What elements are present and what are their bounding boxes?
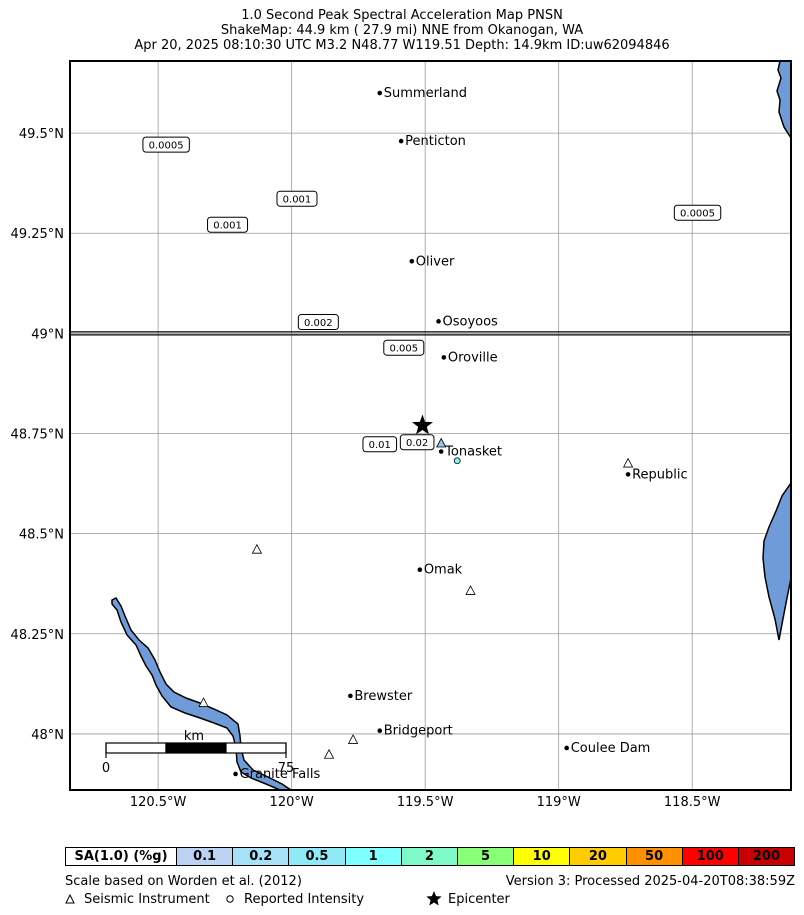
contour-label-box [276, 190, 318, 207]
seismic-station-icon [323, 748, 335, 759]
lon-tick-label: 120.5°W [130, 795, 187, 810]
city-label: Osoyoos [443, 314, 499, 329]
shakemap-map: 49.5°N 49.25°N 49°N 48.75°N 48.5°N 48.25°N 48°… [11, 60, 792, 810]
scale-bar-unit: km [184, 729, 204, 744]
lake-right [762, 480, 792, 641]
seismic-station-icon [251, 543, 263, 554]
scale-reference: Scale based on Worden et al. (2012) [65, 874, 302, 889]
legend-bin: 10 [513, 848, 570, 865]
seismic-station-icon [436, 437, 447, 448]
map-title: 1.0 Second Peak Spectral Acceleration Ma… [241, 8, 563, 23]
legend-label: SA(1.0) (%g) [66, 848, 176, 865]
city-dot [564, 745, 569, 751]
scale-bar-start: 0 [102, 761, 110, 776]
lon-tick-label: 118.5°W [664, 795, 721, 810]
city-dot [233, 771, 238, 777]
event-info: Apr 20, 2025 08:10:30 UTC M3.2 N48.77 W1… [134, 38, 670, 53]
legend-keys: Seismic Instrument Reported Intensity Ep… [65, 891, 511, 907]
contour-label-box [362, 436, 398, 453]
lat-tick-label: 48.5°N [19, 528, 64, 543]
reported-intensity-icon [226, 895, 234, 903]
contour-label: 0.001 [283, 195, 312, 206]
city-dot [417, 567, 423, 572]
city-dot [348, 693, 353, 699]
city-dot [438, 449, 444, 454]
contour-label-box [142, 136, 190, 153]
lat-tick-label: 49°N [31, 327, 64, 342]
city-label: Brewster [354, 689, 412, 704]
city-label: Oliver [416, 254, 455, 269]
city-dot [377, 90, 383, 96]
lake-top-right [776, 60, 792, 141]
map-frame [69, 60, 792, 791]
city-dot [398, 138, 404, 144]
city-dot [377, 728, 383, 734]
scale-bar: km 0 75 [102, 729, 294, 776]
city-label: Penticton [405, 134, 466, 149]
scale-bar-end: 75 [278, 761, 295, 776]
legend-bin: 100 [681, 848, 738, 865]
city-label: Coulee Dam [571, 741, 651, 756]
river-left [111, 597, 294, 791]
version-info: Version 3: Processed 2025-04-20T08:38:59… [505, 874, 795, 889]
legend-bin: 200 [737, 848, 795, 865]
contour-label-box [673, 204, 722, 221]
contour-label: 0.01 [369, 440, 391, 451]
legend-bin: 5 [456, 848, 514, 865]
legend-bin: 0.2 [232, 848, 289, 865]
key-intensity: Reported Intensity [244, 892, 364, 907]
contour-label-box [207, 216, 249, 233]
reported-intensity-point [453, 457, 461, 465]
contour-label: 0.002 [304, 318, 333, 329]
contour-label: 0.0005 [149, 141, 184, 152]
epicenter-star-icon [426, 891, 442, 906]
lat-tick-label: 49.5°N [19, 127, 64, 142]
seismic-station-icon [465, 585, 476, 595]
city-label: Omak [424, 563, 463, 578]
legend-bin: 2 [400, 848, 457, 865]
contour-label: 0.001 [213, 221, 242, 232]
water-bodies [111, 60, 792, 791]
legend-bin: 20 [569, 848, 626, 865]
lon-tick-label: 120°W [270, 795, 314, 810]
city-dot [441, 355, 447, 360]
city-label: Granite Falls [240, 767, 321, 782]
epicenter-star [412, 414, 433, 435]
contour-label-box [297, 314, 339, 331]
legend-bin: 0.1 [176, 848, 233, 865]
legend-bin: 0.5 [288, 848, 345, 865]
scale-bar-seg-3 [225, 742, 287, 754]
lon-tick-label: 119.5°W [397, 795, 454, 810]
city-dot [409, 258, 415, 264]
legend-bin: 50 [625, 848, 682, 865]
seismic-instrument-icon [65, 893, 75, 904]
city-label: Bridgeport [384, 724, 453, 739]
lon-tick-label: 119°W [537, 795, 581, 810]
city-label: Summerland [384, 86, 467, 101]
city-dot [436, 319, 441, 324]
city-label: Oroville [448, 350, 498, 365]
contour-label-box [383, 339, 425, 356]
scale-bar-seg-2 [165, 742, 227, 754]
lat-tick-label: 49.25°N [11, 227, 64, 242]
seismic-station-icon [347, 734, 359, 744]
contour-label: 0.0005 [680, 209, 715, 220]
key-station: Seismic Instrument [84, 892, 210, 907]
contour-label: 0.005 [389, 344, 418, 355]
intensity-legend: SA(1.0) (%g) 0.1 0.2 0.5 1 2 5 10 20 50 100 200 [65, 847, 795, 866]
scale-bar-seg-1 [105, 742, 167, 754]
seismic-station-icon [622, 457, 634, 468]
legend-bin: 1 [344, 848, 401, 865]
map-subtitle: ShakeMap: 44.9 km ( 27.9 mi) NNE from Ok… [220, 23, 584, 38]
contour-label-box [399, 434, 435, 451]
seismic-station-icon [198, 697, 209, 707]
lat-tick-label: 48.75°N [11, 428, 64, 443]
lat-tick-label: 48.25°N [11, 628, 64, 643]
city-label: Tonasket [444, 445, 502, 460]
city-label: Republic [632, 467, 688, 482]
lat-tick-label: 48°N [31, 728, 64, 743]
key-epicenter: Epicenter [448, 892, 511, 907]
city-dot [625, 472, 631, 477]
contour-label: 0.02 [406, 438, 428, 449]
